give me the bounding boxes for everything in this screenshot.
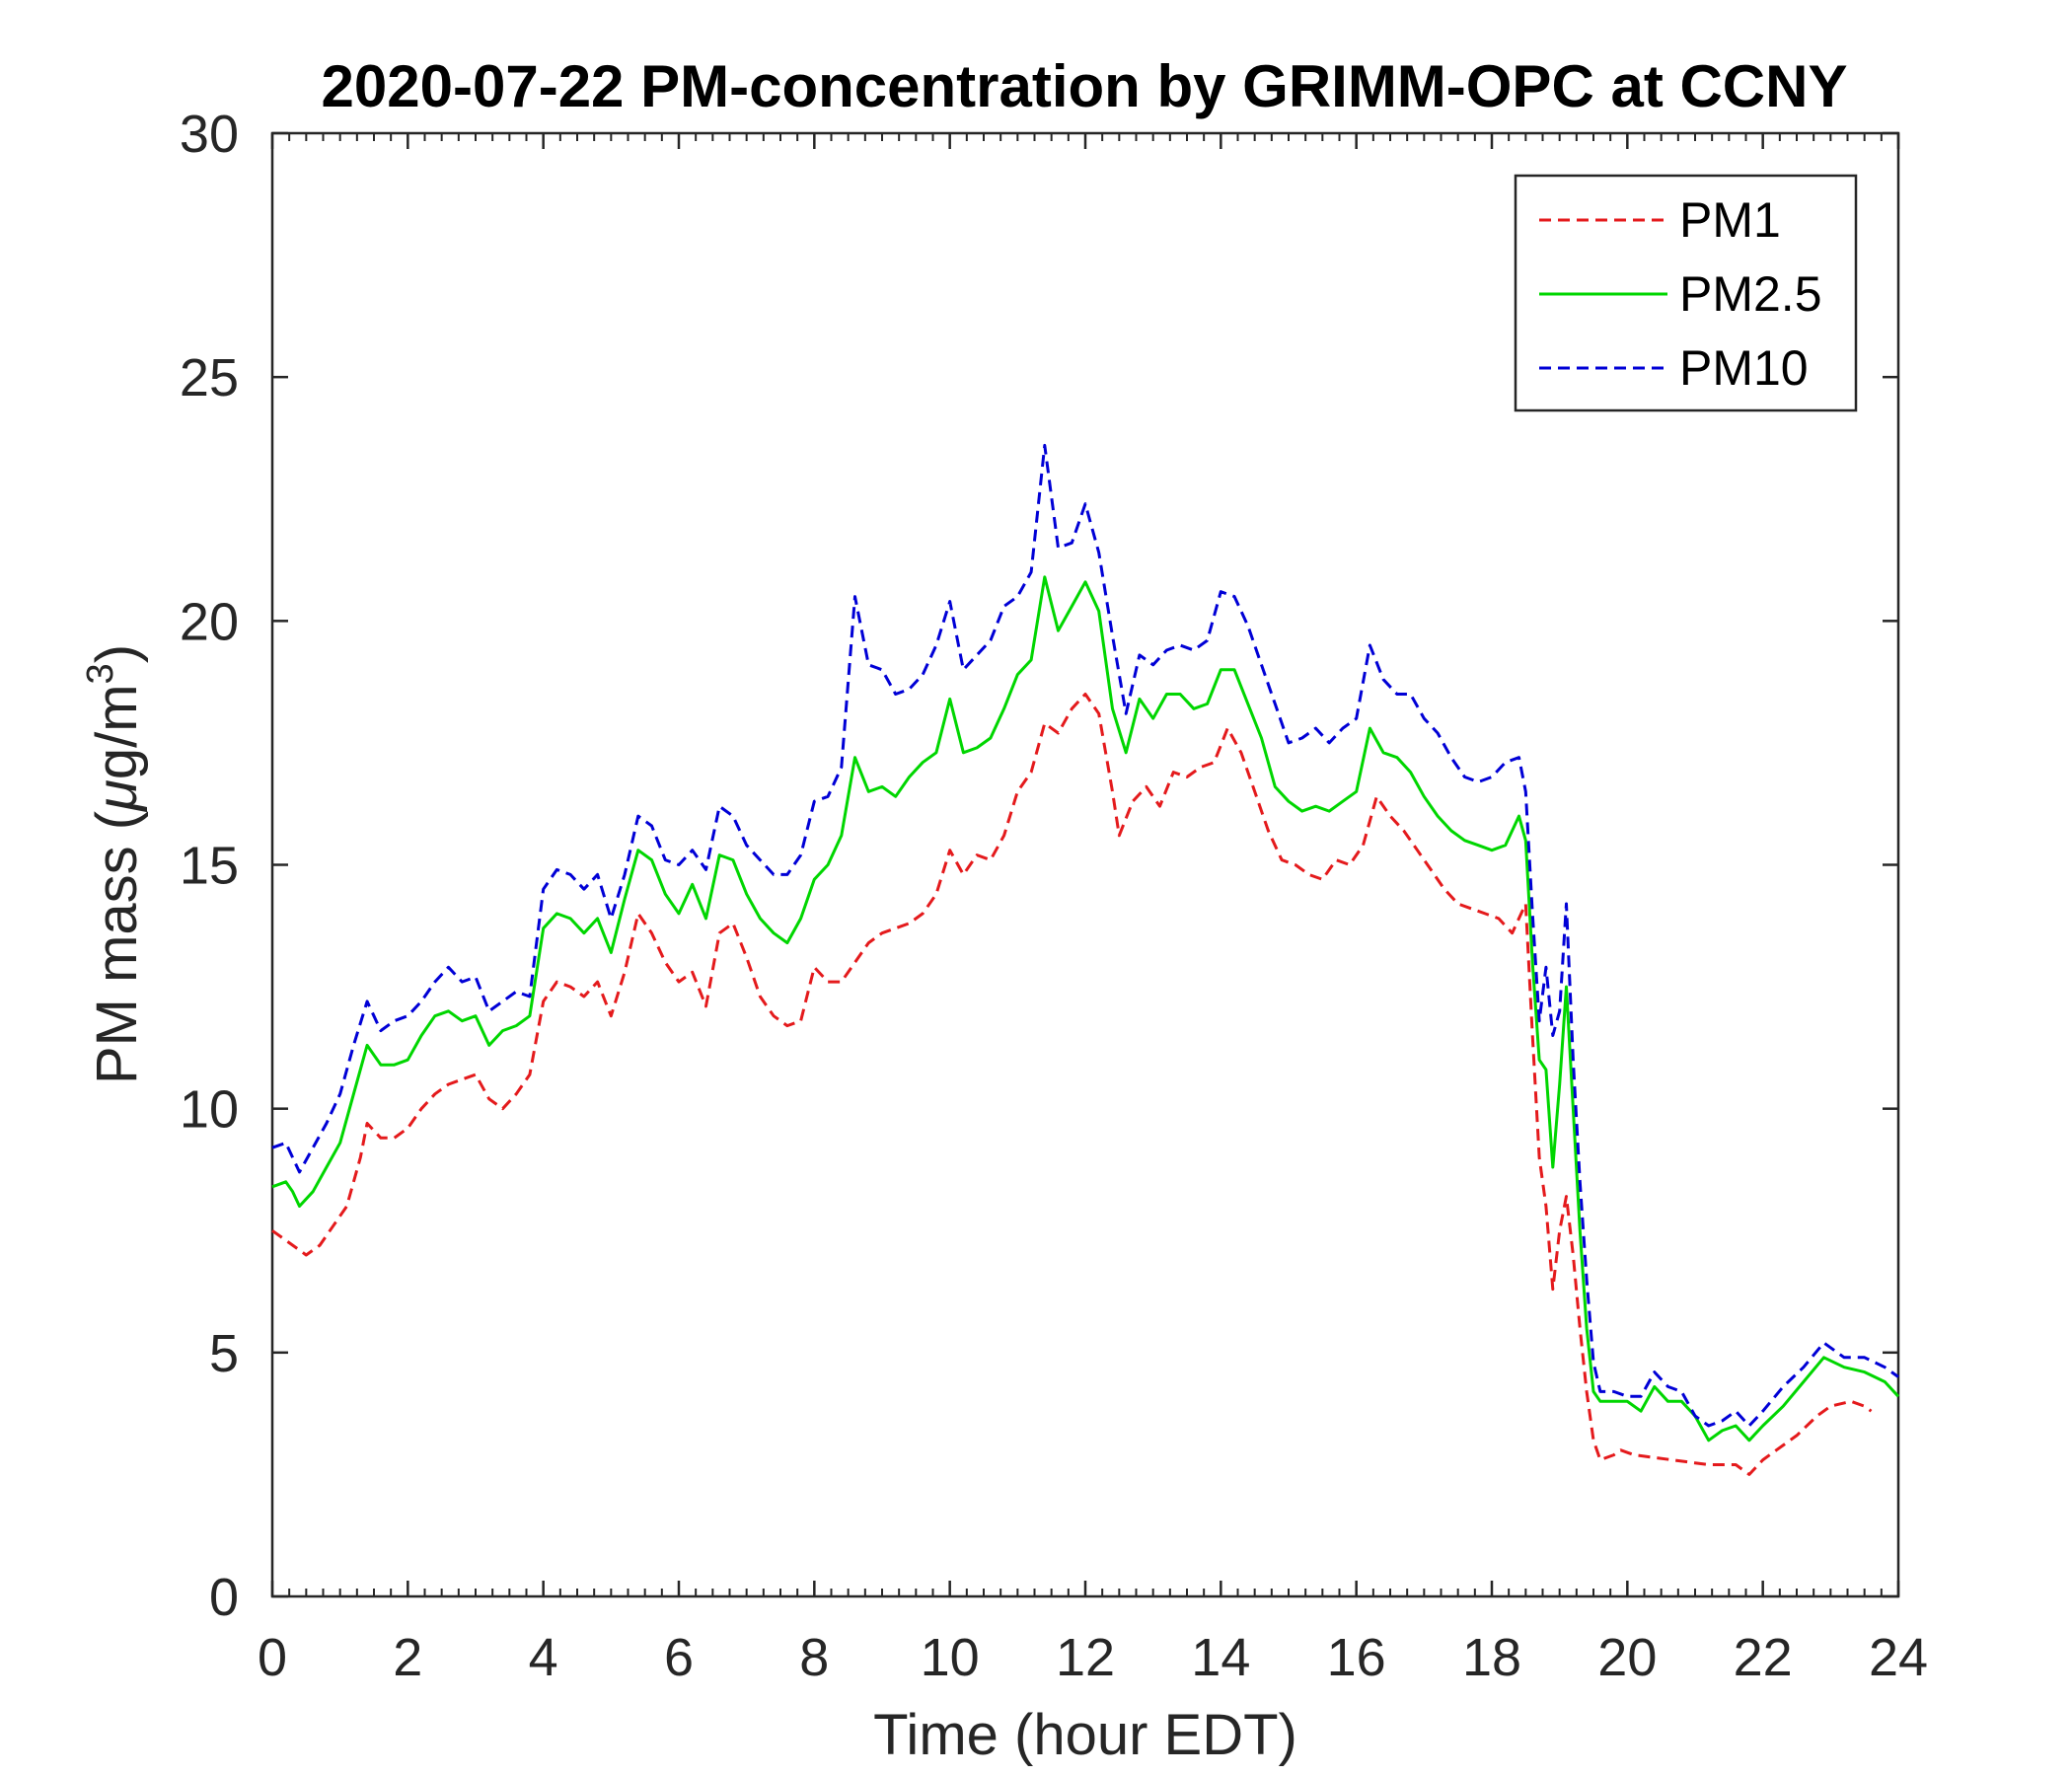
series-line-pm10 [271, 443, 1899, 1428]
y-tick-label: 0 [209, 1568, 239, 1627]
x-axis-label: Time (hour EDT) [873, 1703, 1297, 1767]
x-tick-label: 18 [1462, 1628, 1521, 1687]
series-line-pm1 [271, 693, 1873, 1476]
x-tick-label: 24 [1869, 1628, 1928, 1687]
y-axis-label-unit: g/m [85, 684, 149, 779]
y-axis-label-mu: μ [85, 779, 149, 813]
y-tick-label: 30 [180, 105, 239, 164]
legend-label-pm10: PM10 [1679, 340, 1809, 396]
y-tick-label: 10 [180, 1080, 239, 1140]
legend-entry-pm25: PM2.5 [1539, 266, 1822, 322]
y-tick-label: 20 [180, 592, 239, 651]
x-tick-label: 0 [258, 1628, 287, 1687]
y-tick-labels: 0 5 10 15 20 25 30 [180, 105, 239, 1627]
x-tick-label: 2 [393, 1628, 422, 1687]
series-lines [271, 443, 1900, 1476]
y-axis-label-superscript: 3 [80, 663, 121, 684]
x-tick-label: 16 [1327, 1628, 1386, 1687]
x-tick-labels: 0 2 4 6 8 10 12 14 16 18 20 22 24 [258, 1628, 1928, 1687]
legend: PM1 PM2.5 PM10 [1514, 174, 1858, 412]
x-tick-label: 10 [921, 1628, 980, 1687]
x-tick-label: 8 [799, 1628, 829, 1687]
chart-title: 2020-07-22 PM-concentration by GRIMM-OPC… [322, 53, 1848, 119]
y-tick-label: 25 [180, 348, 239, 407]
y-tick-label: 15 [180, 837, 239, 896]
x-tick-label: 14 [1191, 1628, 1250, 1687]
series-line-pm25 [271, 575, 1900, 1443]
x-tick-label: 22 [1734, 1628, 1793, 1687]
x-tick-label: 20 [1597, 1628, 1657, 1687]
x-tick-label: 4 [529, 1628, 558, 1687]
y-axis-label: PM mass (μg/m3) [80, 644, 149, 1084]
y-axis-label-main: PM mass ( [85, 811, 149, 1084]
legend-label-pm1: PM1 [1679, 192, 1781, 248]
x-tick-label: 12 [1056, 1628, 1115, 1687]
legend-label-pm25: PM2.5 [1679, 266, 1822, 322]
x-tick-label: 6 [664, 1628, 694, 1687]
y-axis-label-tail: ) [85, 644, 149, 663]
legend-entry-pm10: PM10 [1539, 340, 1809, 396]
y-tick-label: 5 [209, 1324, 239, 1383]
axis-ticks [270, 131, 1900, 1598]
legend-entry-pm1: PM1 [1539, 192, 1781, 248]
